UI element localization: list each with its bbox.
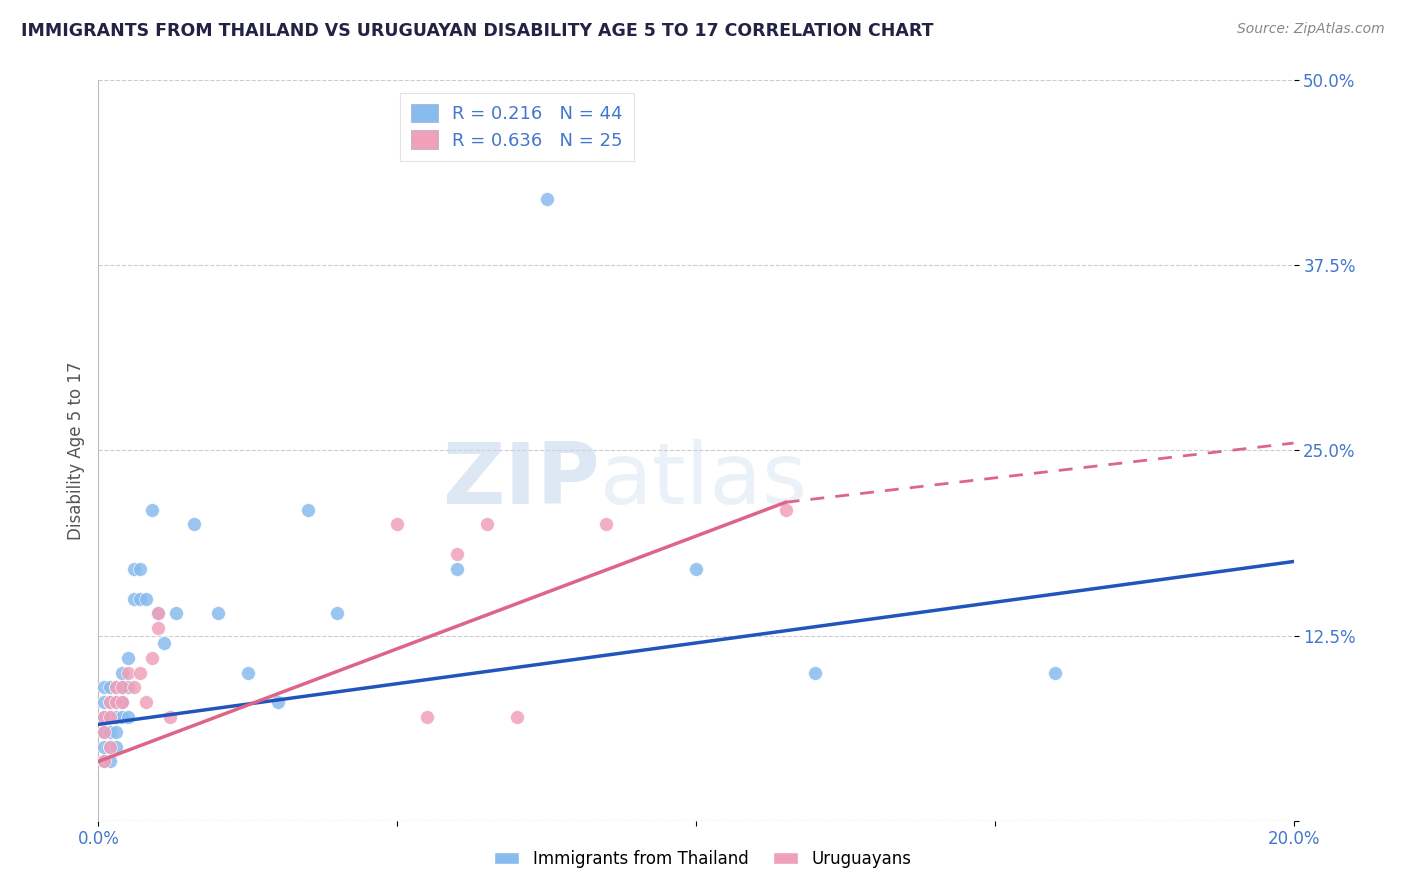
Point <box>475 517 498 532</box>
Point <box>148 621 170 635</box>
Point <box>111 681 134 695</box>
Text: IMMIGRANTS FROM THAILAND VS URUGUAYAN DISABILITY AGE 5 TO 17 CORRELATION CHART: IMMIGRANTS FROM THAILAND VS URUGUAYAN DI… <box>21 22 934 40</box>
Point <box>129 562 152 576</box>
Point <box>685 562 707 576</box>
Point <box>141 650 163 665</box>
Point <box>141 502 163 516</box>
Point <box>98 710 122 724</box>
Point <box>117 665 139 680</box>
Point <box>267 695 290 709</box>
Point <box>93 710 115 724</box>
Legend: R = 0.216   N = 44, R = 0.636   N = 25: R = 0.216 N = 44, R = 0.636 N = 25 <box>399 93 634 161</box>
Point <box>93 755 115 769</box>
Point <box>236 665 259 680</box>
Point <box>536 192 558 206</box>
Point <box>105 724 128 739</box>
Point <box>111 695 134 709</box>
Point <box>98 755 122 769</box>
Point <box>165 607 187 621</box>
Point <box>98 695 122 709</box>
Point <box>105 695 128 709</box>
Point <box>804 665 827 680</box>
Point <box>124 681 146 695</box>
Legend: Immigrants from Thailand, Uruguayans: Immigrants from Thailand, Uruguayans <box>488 844 918 875</box>
Point <box>148 607 170 621</box>
Point <box>98 724 122 739</box>
Point <box>148 607 170 621</box>
Point <box>775 502 797 516</box>
Point <box>93 724 115 739</box>
Point <box>506 710 529 724</box>
Point <box>446 547 468 561</box>
Point <box>595 517 617 532</box>
Point <box>105 710 128 724</box>
Point <box>111 681 134 695</box>
Point <box>111 665 134 680</box>
Point <box>117 650 139 665</box>
Point <box>93 724 115 739</box>
Point <box>326 607 349 621</box>
Text: Source: ZipAtlas.com: Source: ZipAtlas.com <box>1237 22 1385 37</box>
Point <box>98 739 122 754</box>
Point <box>183 517 205 532</box>
Point <box>98 710 122 724</box>
Point <box>446 562 468 576</box>
Point <box>124 591 146 606</box>
Point <box>207 607 229 621</box>
Point <box>297 502 319 516</box>
Point <box>117 710 139 724</box>
Point <box>153 636 176 650</box>
Text: ZIP: ZIP <box>443 439 600 522</box>
Point <box>135 591 157 606</box>
Point <box>105 739 128 754</box>
Point <box>129 665 152 680</box>
Point <box>105 695 128 709</box>
Point <box>93 710 115 724</box>
Point <box>93 739 115 754</box>
Point <box>98 681 122 695</box>
Point <box>93 681 115 695</box>
Point <box>105 681 128 695</box>
Point <box>124 562 146 576</box>
Point <box>111 695 134 709</box>
Point <box>117 681 139 695</box>
Point <box>416 710 439 724</box>
Point <box>159 710 181 724</box>
Point <box>129 591 152 606</box>
Point <box>98 695 122 709</box>
Point <box>93 695 115 709</box>
Point <box>98 739 122 754</box>
Point <box>135 695 157 709</box>
Point <box>111 710 134 724</box>
Point <box>93 755 115 769</box>
Y-axis label: Disability Age 5 to 17: Disability Age 5 to 17 <box>66 361 84 540</box>
Text: atlas: atlas <box>600 439 808 522</box>
Point <box>105 681 128 695</box>
Point <box>385 517 409 532</box>
Point <box>1043 665 1066 680</box>
